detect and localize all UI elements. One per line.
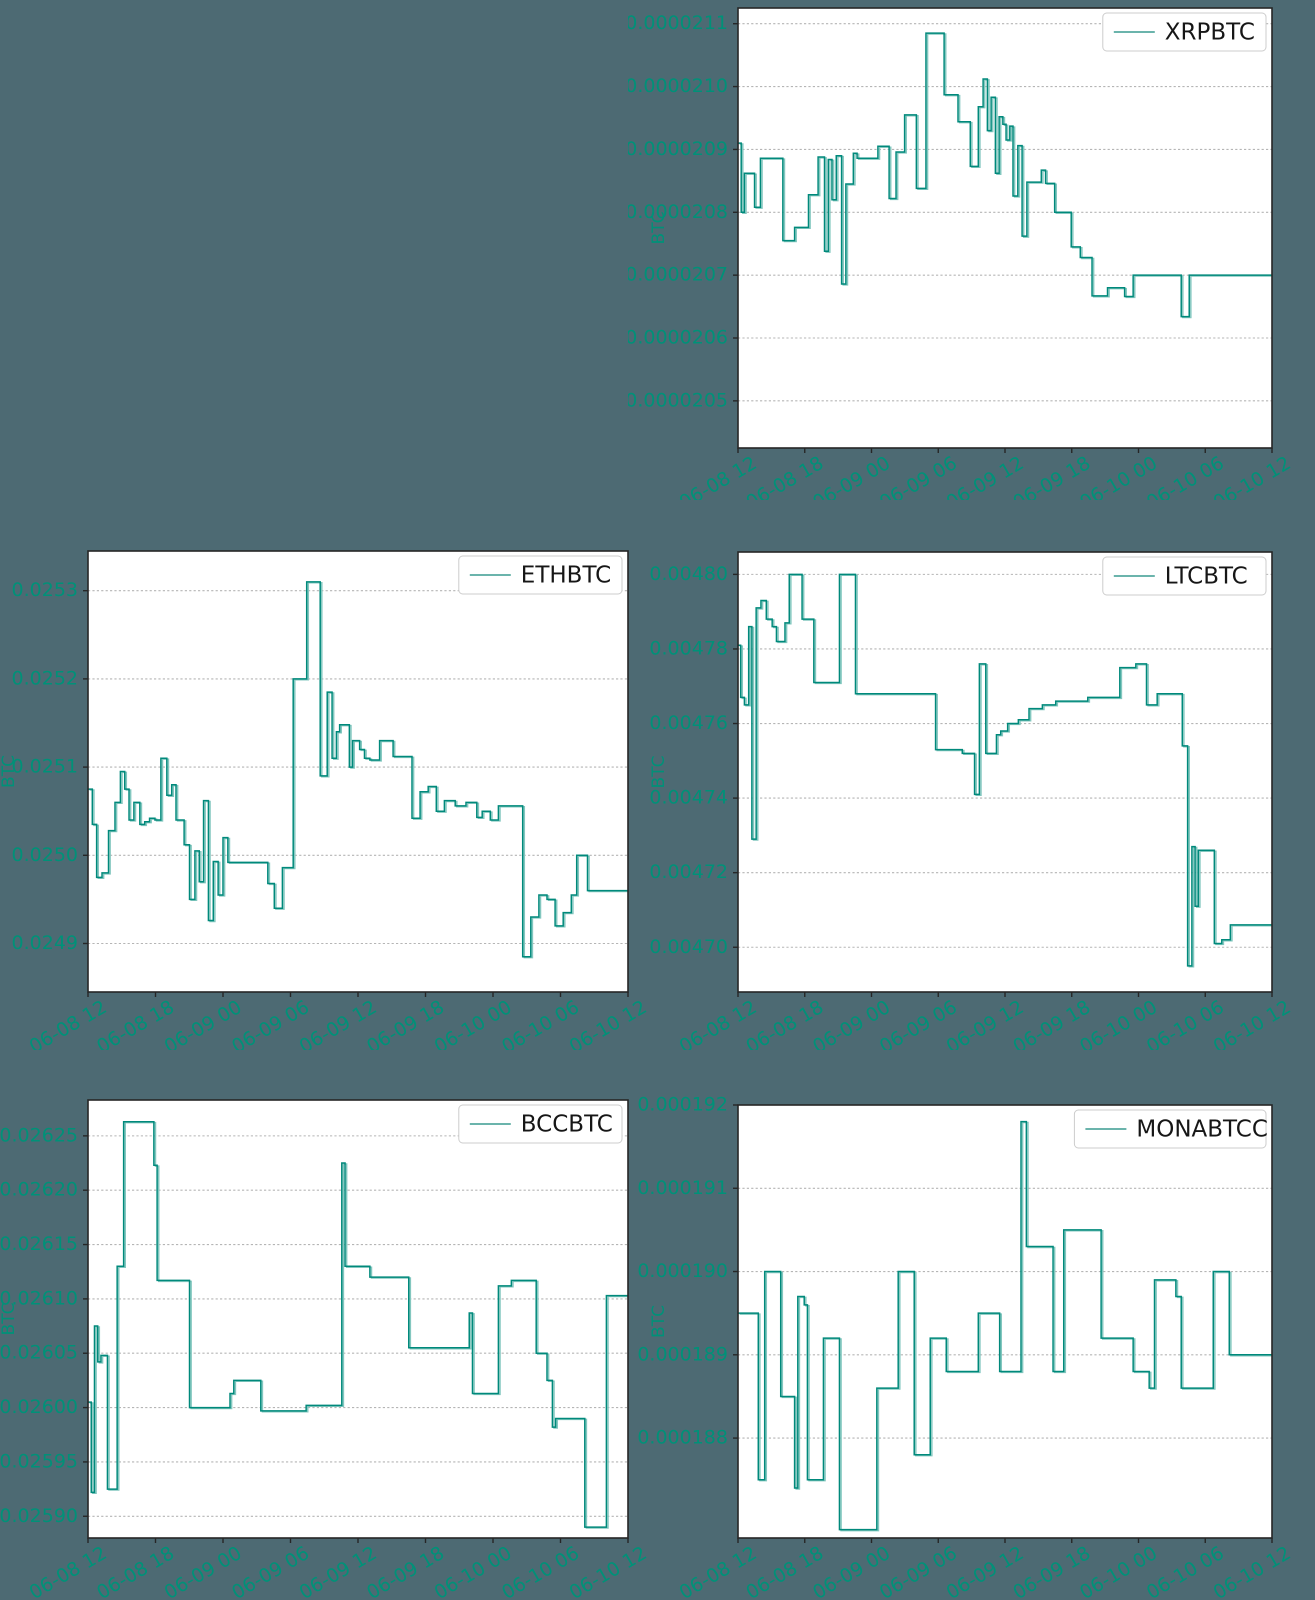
x-tick-label: 06-10 12: [1210, 1542, 1295, 1600]
y-tick-label: 0.0000207: [628, 264, 728, 286]
y-tick-label: 0.0000211: [628, 12, 728, 34]
series-line-secondary: [739, 1121, 1272, 1532]
y-tick-label: 0.000190: [637, 1260, 728, 1282]
y-tick-label: 0.02600: [0, 1396, 78, 1418]
y-axis-label: BTC: [0, 755, 19, 788]
y-tick-label: 0.000189: [637, 1343, 728, 1365]
chart-ltcbtc: 0.00480 0.00478 0.00476 0.00474 0.00472 0.004…: [628, 530, 1315, 1050]
y-tick-label: 0.00470: [649, 936, 728, 958]
legend-label: MONABTCC: [1136, 1117, 1268, 1143]
plot-border: [87, 550, 629, 993]
series-line-ltcbtc: [738, 573, 1272, 967]
plot-area-background: [738, 552, 1272, 992]
y-tick-label: 0.02615: [0, 1233, 78, 1255]
series-line-bccbtc: [88, 1120, 628, 1528]
legend[interactable]: XRPBTC: [1102, 12, 1267, 52]
plot-border: [87, 1099, 629, 1539]
y-tick-label: 0.02605: [0, 1342, 78, 1364]
y-tick-label: 0.0251: [12, 756, 78, 778]
legend-label: BCCBTC: [521, 1112, 613, 1138]
chart-bccbtc: 0.02625 0.02620 0.02615 0.02610 0.02605 0.026…: [0, 1060, 660, 1600]
chart-xrpbtc: 0.0000211 0.0000210 0.0000209 0.0000208 0.00…: [628, 0, 1315, 500]
y-tick-label: 0.00472: [649, 861, 728, 883]
y-axis-label: BTC: [649, 756, 669, 789]
series-line-secondary: [89, 1121, 628, 1529]
legend-box: [1073, 1109, 1267, 1149]
y-tick-label: 0.000192: [637, 1094, 728, 1116]
legend-label: XRPBTC: [1165, 20, 1255, 46]
plot-area-background: [738, 1105, 1272, 1538]
x-tick-label: 06-10 12: [1210, 996, 1295, 1050]
y-tick-label: 0.0000209: [628, 138, 728, 160]
legend[interactable]: MONABTCC: [1073, 1109, 1268, 1149]
legend-label: LTCBTC: [1165, 564, 1248, 590]
legend-box: [1102, 12, 1267, 52]
series-line-secondary: [89, 582, 628, 959]
legend[interactable]: LTCBTC: [1102, 556, 1267, 596]
plot-area-background: [88, 1100, 628, 1538]
y-tick-label: 0.02595: [0, 1450, 78, 1472]
y-tick-label: 0.0000210: [628, 75, 728, 97]
series-line-ethbtc: [88, 581, 628, 958]
y-tick-label: 0.02620: [0, 1179, 78, 1201]
series-line-secondary: [739, 574, 1272, 968]
plot-border: [737, 1104, 1273, 1539]
y-tick-label: 0.00476: [649, 712, 728, 734]
chart-monabtcc: 0.000192 0.000191 0.000190 0.000189 0.000188…: [628, 1060, 1315, 1600]
y-tick-label: 0.00478: [649, 637, 728, 659]
y-tick-label: 0.02590: [0, 1505, 78, 1527]
legend[interactable]: BCCBTC: [458, 1104, 623, 1144]
series-line-secondary: [739, 33, 1272, 319]
legend[interactable]: ETHBTC: [458, 555, 623, 595]
series-line-monabtcc: [738, 1120, 1272, 1531]
y-tick-label: 0.0249: [12, 932, 78, 954]
legend-box: [458, 555, 623, 595]
y-tick-label: 0.0000205: [628, 389, 728, 411]
legend-label: ETHBTC: [521, 563, 611, 589]
y-tick-label: 0.00474: [649, 787, 728, 809]
y-tick-label: 0.02625: [0, 1124, 78, 1146]
y-tick-label: 0.00480: [649, 563, 728, 585]
plot-border: [737, 551, 1273, 993]
y-tick-label: 0.0000206: [628, 327, 728, 349]
y-tick-label: 0.000188: [637, 1427, 728, 1449]
y-tick-label: 0.0000208: [628, 201, 728, 223]
y-tick-label: 0.0250: [12, 844, 78, 866]
plot-border: [737, 7, 1273, 449]
legend-box: [458, 1104, 623, 1144]
x-tick-label: 06-10 12: [1210, 452, 1295, 500]
series-line-xrpbtc: [738, 32, 1272, 318]
y-axis-label: BTC: [649, 1305, 669, 1338]
y-tick-label: 0.0253: [12, 579, 78, 601]
y-axis-label: BTC: [649, 212, 669, 245]
y-tick-label: 0.02610: [0, 1287, 78, 1309]
y-axis-label: BTC: [0, 1303, 19, 1336]
y-tick-label: 0.0252: [12, 667, 78, 689]
legend-box: [1102, 556, 1267, 596]
plot-area-background: [738, 8, 1272, 448]
y-tick-label: 0.000191: [637, 1177, 728, 1199]
chart-ethbtc: 0.0253 0.0252 0.0251 0.0250 0.0249 06-08 12 06…: [0, 530, 660, 1050]
